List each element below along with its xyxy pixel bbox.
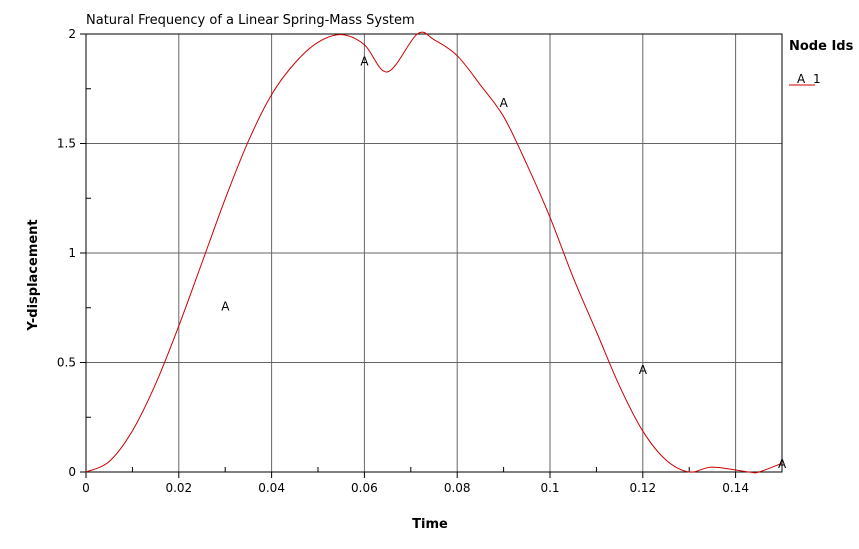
- legend-marker-label: A: [797, 72, 806, 86]
- legend-title: Node Ids: [789, 39, 854, 54]
- minor-ticks: [86, 88, 690, 472]
- y-tick-label: 1: [68, 246, 76, 260]
- y-tick-label: 1.5: [57, 137, 76, 151]
- y-tick-label: 0.5: [57, 356, 76, 370]
- x-tick-label: 0.02: [165, 481, 192, 495]
- legend-series-name: 1: [813, 72, 821, 86]
- series-markers: A A A A A: [221, 54, 787, 471]
- y-tick-label: 2: [68, 27, 76, 41]
- x-tick-label: 0.1: [540, 481, 559, 495]
- x-axis-label: Time: [412, 517, 448, 532]
- chart-title: Natural Frequency of a Linear Spring-Mas…: [86, 13, 415, 28]
- series-marker-label: A: [500, 96, 509, 110]
- legend: Node Ids A 1: [789, 39, 854, 86]
- series-marker-label: A: [221, 300, 230, 314]
- series-marker-label: A: [778, 457, 787, 471]
- x-tick-label: 0.08: [444, 481, 471, 495]
- y-axis-ticks: 0 0.5 1 1.5 2: [57, 27, 86, 479]
- series-line-1: [85, 31, 783, 474]
- y-tick-label: 0: [68, 465, 76, 479]
- series-marker-label: A: [639, 363, 648, 377]
- series-marker-label: A: [360, 54, 369, 68]
- x-tick-label: 0.04: [258, 481, 285, 495]
- x-tick-label: 0: [82, 481, 90, 495]
- x-tick-label: 0.06: [351, 481, 378, 495]
- y-axis-label: Y-displacement: [26, 219, 41, 331]
- grid: [86, 34, 782, 472]
- x-tick-label: 0.12: [629, 481, 656, 495]
- x-axis-ticks: 0 0.02 0.04 0.06 0.08 0.1 0.12 0.14: [82, 472, 749, 495]
- x-tick-label: 0.14: [722, 481, 749, 495]
